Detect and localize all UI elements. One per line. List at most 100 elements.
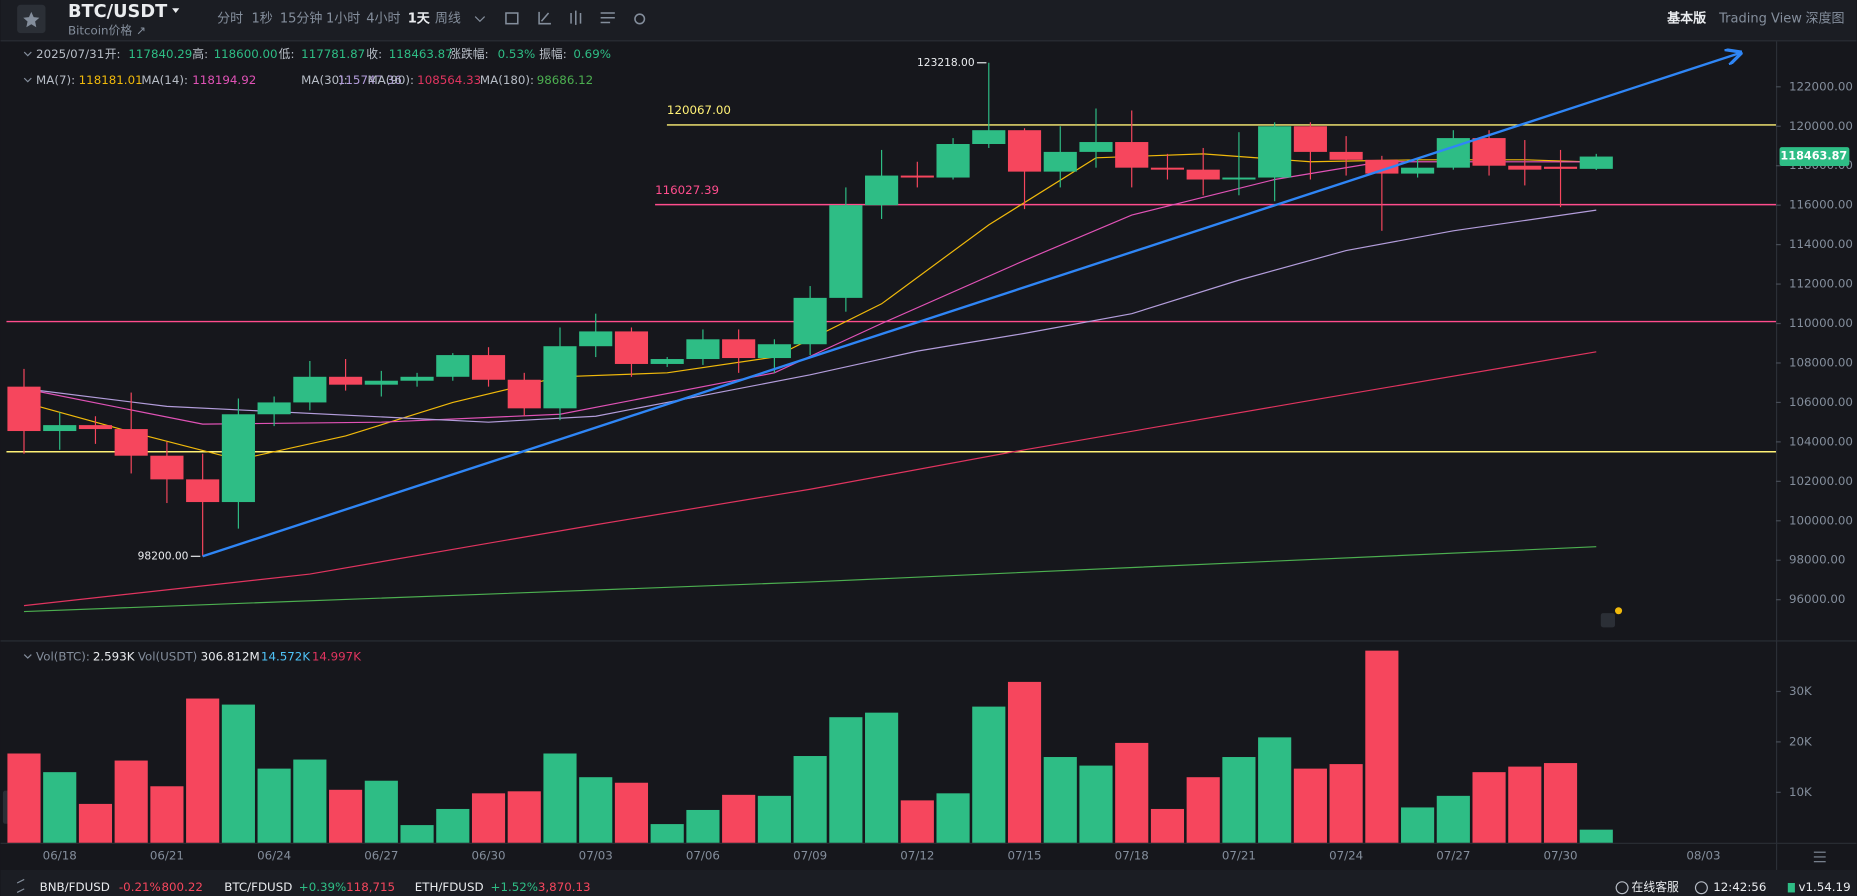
ma-legend-value: 115747.36 <box>338 73 402 87</box>
y-tick-label: 110000.00 <box>1789 316 1853 330</box>
volume-bar <box>400 825 434 843</box>
trendline <box>202 53 1740 558</box>
legend-value: 117781.87 <box>301 47 365 61</box>
candle-body <box>614 331 649 364</box>
y-tick-label: 116000.00 <box>1789 198 1853 212</box>
interval-button[interactable]: 分时 <box>217 11 243 26</box>
view-tab[interactable]: 深度图 <box>1806 10 1845 26</box>
x-tick-label: 07/18 <box>1115 848 1149 862</box>
candle-body <box>1258 126 1292 178</box>
legend-label: 低: <box>279 47 295 61</box>
ma-legend-value: 98686.12 <box>537 73 593 87</box>
candle-body <box>7 386 41 432</box>
y-tick-label: 96000.00 <box>1789 592 1845 606</box>
volume-bar <box>1186 777 1220 843</box>
volume-bar <box>293 759 327 843</box>
view-tab[interactable]: 基本版 <box>1666 10 1706 26</box>
top-bar <box>0 0 1857 41</box>
y-tick-label: 114000.00 <box>1789 237 1853 251</box>
icon[interactable] <box>505 12 519 25</box>
icon[interactable] <box>600 12 615 24</box>
candle-body <box>757 344 791 359</box>
vol-y-tick-label: 10K <box>1789 785 1812 799</box>
legend-value: 0.53% <box>498 47 536 61</box>
ma-legend-value: 108564.33 <box>417 73 481 87</box>
icon[interactable] <box>538 11 551 25</box>
volume-bar <box>900 800 934 843</box>
toolbar-icons[interactable] <box>505 10 646 25</box>
vol-y-tick-label: 20K <box>1789 734 1812 748</box>
ticker-icon <box>16 878 25 893</box>
volume-bar <box>1472 772 1506 843</box>
volume-bar <box>507 791 541 843</box>
interval-button[interactable]: 15分钟 <box>280 10 323 26</box>
last-price-label: 118463.87 <box>1780 150 1847 163</box>
candle-body <box>329 376 363 385</box>
interval-button[interactable]: 周线 <box>435 11 461 26</box>
level-label: 120067.00 <box>667 103 731 117</box>
x-tick-label: 08/03 <box>1686 848 1720 862</box>
volume-bar <box>1043 757 1077 843</box>
star-icon <box>23 11 40 28</box>
ticker-symbol[interactable]: ETH/FDUSD <box>415 880 484 894</box>
volume-legend: Vol(USDT) <box>138 649 197 663</box>
candle-body <box>829 205 863 298</box>
icon[interactable] <box>634 13 646 25</box>
annotation-label: 98200.00 <box>138 549 189 562</box>
interval-button[interactable]: 1天 <box>408 11 431 26</box>
volume-bar <box>650 824 684 843</box>
x-tick-label: 07/27 <box>1436 848 1470 862</box>
y-tick-label: 100000.00 <box>1789 513 1853 527</box>
y-tick-label: 104000.00 <box>1789 434 1853 448</box>
y-tick-label: 122000.00 <box>1789 79 1853 93</box>
interval-button[interactable]: 1秒 <box>251 11 272 26</box>
legend-value: 0.69% <box>573 47 611 61</box>
x-tick-label: 07/12 <box>900 848 934 862</box>
x-tick-label: 07/09 <box>793 848 827 862</box>
legend-value: 117840.29 <box>128 47 192 61</box>
y-tick-label: 120000.00 <box>1789 119 1853 133</box>
level-label: 116027.39 <box>655 183 719 197</box>
volume-bar <box>1401 807 1435 843</box>
interval-button[interactable]: 1小时 <box>326 11 360 26</box>
candle-body <box>186 479 220 503</box>
ma-legend-name: MA(30): <box>301 73 348 87</box>
candle-body <box>1043 151 1077 172</box>
candle-body <box>43 425 77 432</box>
volume-bar <box>471 793 506 843</box>
note-dot <box>1614 607 1623 615</box>
note-icon[interactable] <box>1600 613 1615 628</box>
clock: 12:42:56 <box>1713 880 1766 894</box>
x-tick-label: 07/21 <box>1222 848 1256 862</box>
symbol-dropdown[interactable] <box>172 8 180 14</box>
x-tick-label: 07/24 <box>1329 848 1363 862</box>
legend-label: 高: <box>192 47 208 61</box>
ticker-change: +1.52% <box>491 880 538 894</box>
volume-bar <box>1543 763 1578 843</box>
x-tick-label: 06/21 <box>150 848 184 862</box>
subtitle: Bitcoin价格 ↗ <box>68 23 146 37</box>
ticker-symbol[interactable]: BNB/FDUSD <box>40 880 110 894</box>
icon[interactable] <box>570 10 582 25</box>
x-tick-label: 07/03 <box>579 848 613 862</box>
candle-body <box>1543 166 1578 169</box>
volume-bar <box>722 794 756 843</box>
interval-dropdown[interactable] <box>474 16 486 23</box>
ticker-price: 800.22 <box>162 880 203 894</box>
volume-legend: 306.812M <box>201 649 260 663</box>
ticker-symbol[interactable]: BTC/FDUSD <box>224 880 292 894</box>
symbol: BTC/USDT <box>68 2 168 22</box>
settings-icon[interactable] <box>1813 851 1826 863</box>
collapse-icons[interactable] <box>23 51 32 659</box>
volume-bar <box>614 782 649 843</box>
volume-bar <box>829 717 863 843</box>
candle-body <box>1508 165 1542 170</box>
view-tab[interactable]: Trading View <box>1718 11 1802 26</box>
volume-legend: Vol(BTC): <box>36 649 90 663</box>
candle-body <box>865 175 899 206</box>
candle-body <box>543 346 577 409</box>
support-link[interactable]: 在线客服 <box>1632 880 1679 894</box>
volume-bar <box>686 809 720 843</box>
candle-body <box>936 144 970 178</box>
interval-button[interactable]: 4小时 <box>366 11 400 26</box>
